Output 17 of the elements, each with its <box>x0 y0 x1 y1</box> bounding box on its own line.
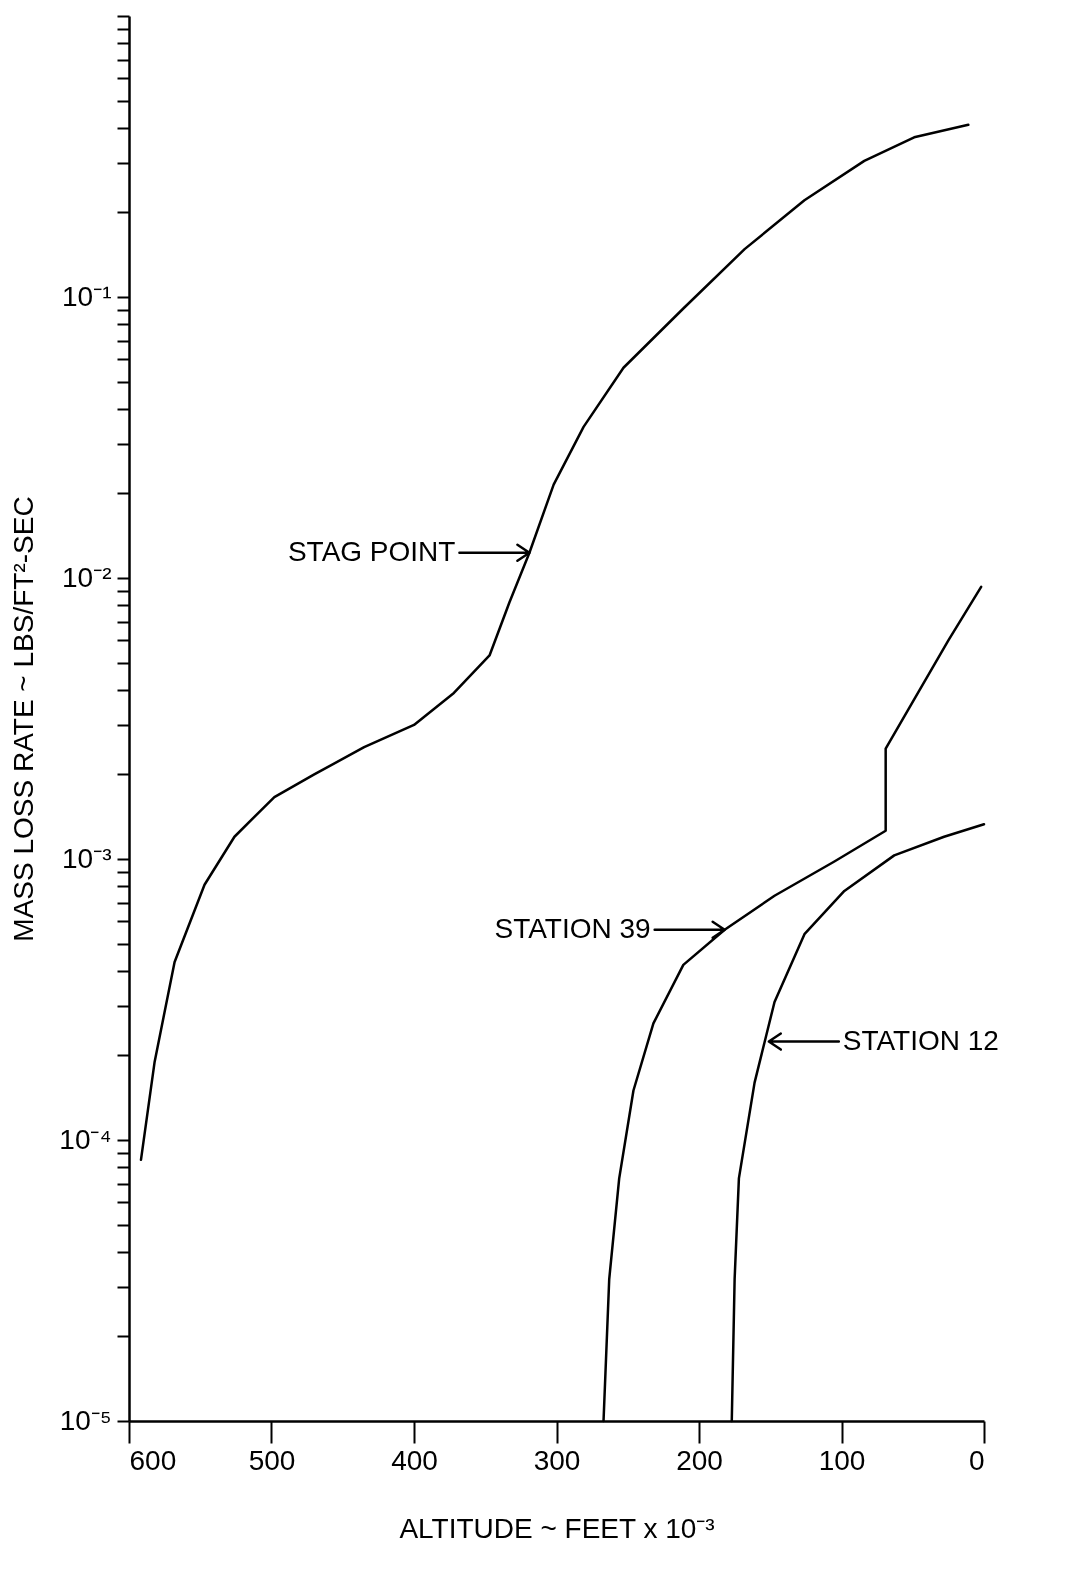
y-tick-label: 10⁻² <box>62 561 112 593</box>
y-tick-label: 10⁻⁵ <box>59 1404 112 1436</box>
y-tick-label: 10⁻⁴ <box>59 1123 112 1155</box>
x-axis-title: ALTITUDE ~ FEET x 10⁻³ <box>399 1512 715 1544</box>
x-tick-label: 0 <box>968 1444 985 1476</box>
x-tick-label: 400 <box>391 1444 438 1476</box>
y-axis-title: MASS LOSS RATE ~ LBS/FT²-SEC <box>8 496 40 942</box>
x-tick-label: 200 <box>676 1444 723 1476</box>
x-tick-label: 500 <box>248 1444 296 1476</box>
annotation: STATION 39 <box>494 912 651 944</box>
annotation: STATION 12 <box>842 1024 999 1056</box>
y-tick-label: 10⁻¹ <box>62 280 112 312</box>
x-tick-label: 600 <box>129 1444 177 1476</box>
annotation: STAG POINT <box>287 535 456 567</box>
x-tick-label: 100 <box>818 1444 866 1476</box>
x-tick-label: 300 <box>533 1444 581 1476</box>
y-tick-label: 10⁻³ <box>62 842 112 874</box>
